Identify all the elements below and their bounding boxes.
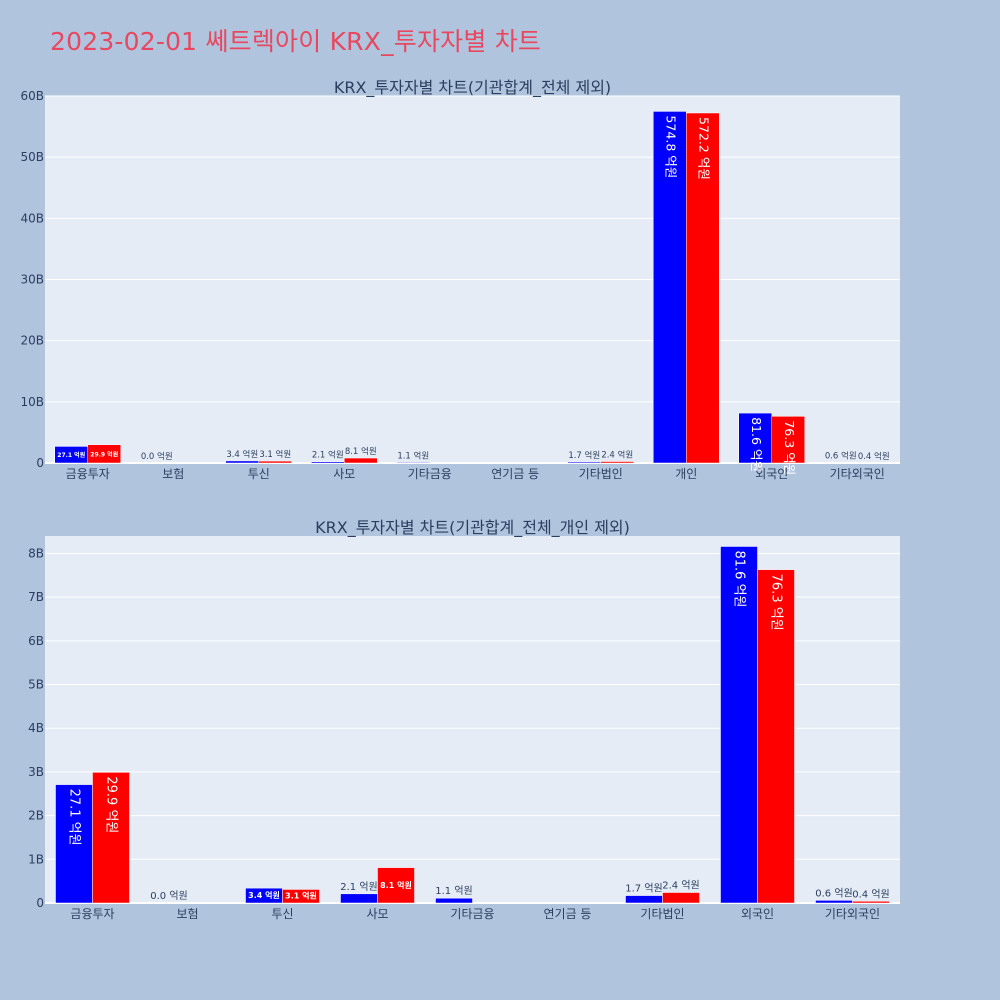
data-label: 1.7 억원 — [568, 450, 600, 461]
y-tick-label: 5B — [28, 678, 44, 692]
x-tick-label: 기타금융 — [408, 467, 452, 481]
y-tick-label: 8B — [28, 546, 44, 560]
data-label: 0.0 억원 — [150, 890, 187, 902]
data-label: 29.9 억원 — [104, 776, 119, 833]
y-tick-label: 4B — [28, 721, 44, 735]
bar-sell — [92, 772, 130, 904]
x-tick-label: 금융투자 — [70, 907, 114, 921]
data-label: 0.0 억원 — [141, 451, 173, 462]
bar-buy — [225, 460, 259, 464]
data-label: 76.3 억원 — [769, 574, 784, 631]
y-tick-label: 20B — [20, 334, 44, 348]
y-tick-label: 50B — [20, 150, 44, 164]
x-tick-label: 투신 — [248, 467, 270, 481]
data-label: 3.1 억원 — [285, 891, 317, 901]
y-tick-label: 30B — [20, 273, 44, 287]
data-label: 3.4 억원 — [248, 890, 280, 900]
x-tick-label: 투신 — [271, 907, 293, 921]
bar-buy — [435, 897, 473, 904]
y-tick-label: 3B — [28, 765, 44, 779]
bar-buy — [311, 461, 345, 464]
bar-buy — [625, 895, 663, 904]
y-tick-label: 7B — [28, 590, 44, 604]
bar-sell — [852, 901, 890, 904]
data-label: 1.1 억원 — [435, 885, 472, 897]
data-label: 29.9 억원 — [90, 450, 118, 458]
data-label: 81.6 억원 — [749, 417, 764, 472]
y-tick-label: 40B — [20, 211, 44, 225]
x-tick-label: 사모 — [366, 907, 388, 921]
data-label: 2.1 억원 — [312, 450, 344, 461]
x-tick-label: 사모 — [333, 467, 355, 481]
data-label: 2.1 억원 — [340, 881, 377, 893]
bar-buy — [567, 461, 601, 464]
bar-buy — [815, 900, 853, 904]
data-label: 1.1 억원 — [397, 450, 429, 461]
x-tick-label: 개인 — [675, 467, 697, 481]
bar-buy — [396, 462, 430, 464]
x-tick-label: 금융투자 — [66, 467, 110, 481]
x-tick-label: 연기금 등 — [491, 467, 539, 481]
data-label: 0.4 억원 — [852, 888, 889, 900]
y-tick-label: 10B — [20, 395, 44, 409]
data-label: 2.4 억원 — [601, 450, 633, 461]
bar-sell — [282, 889, 320, 904]
data-label: 8.1 억원 — [380, 880, 412, 890]
bar-buy — [720, 546, 758, 904]
y-tick-label: 6B — [28, 634, 44, 648]
y-tick-label: 60B — [20, 89, 44, 103]
bar-sell — [344, 457, 378, 464]
data-label: 0.4 억원 — [858, 451, 890, 462]
x-tick-label: 기타외국인 — [830, 467, 885, 481]
bar-buy — [55, 784, 93, 904]
bar-sell — [600, 461, 634, 464]
bar-buy — [653, 111, 687, 464]
data-label: 2.4 억원 — [662, 880, 699, 892]
y-tick-label: 0 — [36, 456, 44, 470]
y-tick-label: 2B — [28, 809, 44, 823]
page-title: 2023-02-01 쎄트렉아이 KRX_투자자별 차트 — [50, 27, 542, 56]
data-label: 0.6 억원 — [815, 887, 852, 899]
bar-buy — [340, 893, 378, 904]
bar-sell — [771, 416, 805, 464]
data-label: 3.4 억원 — [226, 449, 258, 460]
bar-sell — [757, 569, 795, 904]
x-tick-label: 보험 — [176, 907, 198, 921]
x-tick-label: 외국인 — [741, 907, 774, 921]
bar-sell — [258, 460, 292, 464]
chart-top: 0 10B 20B 30B 40B 50B 60B KRX_투자자별 차트(기관합계_전체 제… — [20, 78, 900, 481]
y-tick-label: 0 — [36, 896, 44, 910]
bar-sell — [686, 112, 720, 464]
chart-bottom: 0 1B 2B 3B 4B 5B 6B 7B 8B KRX_투자자별 차트(기관합계_전체_개인 … — [28, 518, 900, 921]
chart-title: KRX_투자자별 차트(기관합계_전체_개인 제외) — [315, 518, 630, 538]
data-label: 27.1 억원 — [57, 451, 85, 459]
x-tick-label: 기타법인 — [579, 467, 623, 481]
data-label: 81.6 억원 — [732, 550, 747, 607]
y-tick-label: 1B — [28, 852, 44, 866]
chart-title: KRX_투자자별 차트(기관합계_전체 제외) — [334, 78, 611, 98]
x-tick-label: 기타법인 — [640, 907, 684, 921]
data-label: 572.2 억원 — [696, 117, 711, 180]
x-tick-label: 기타금융 — [450, 907, 494, 921]
data-label: 3.1 억원 — [259, 449, 291, 460]
x-tick-label: 연기금 등 — [544, 907, 592, 921]
bar-sell — [377, 867, 415, 904]
x-tick-label: 보험 — [162, 467, 184, 481]
data-label: 27.1 억원 — [67, 789, 82, 846]
data-label: 76.3 억원 — [782, 420, 797, 475]
bar-sell — [662, 892, 700, 904]
data-label: 8.1 억원 — [345, 446, 377, 457]
x-tick-label: 외국인 — [755, 467, 788, 481]
bar-sell — [87, 444, 121, 464]
bar-buy — [738, 412, 772, 464]
data-label: 1.7 억원 — [625, 883, 662, 895]
data-label: 0.6 억원 — [825, 451, 857, 462]
data-label: 574.8 억원 — [663, 115, 678, 178]
x-tick-label: 기타외국인 — [825, 907, 880, 921]
